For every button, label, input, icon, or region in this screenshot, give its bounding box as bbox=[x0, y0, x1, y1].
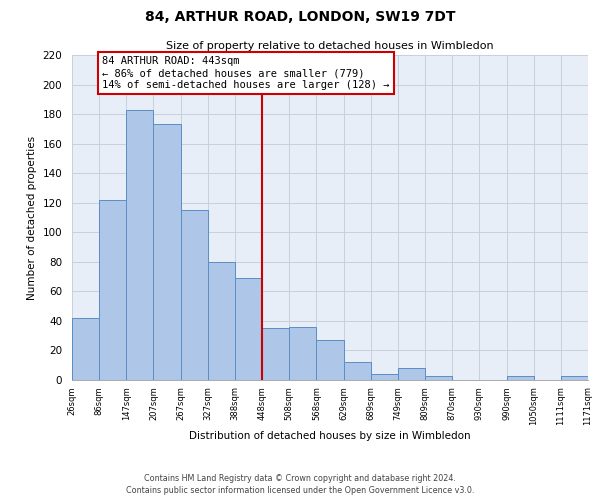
Bar bbox=[127, 110, 154, 380]
Bar bbox=[316, 340, 344, 380]
Bar bbox=[425, 376, 452, 380]
Text: Contains HM Land Registry data © Crown copyright and database right 2024.
Contai: Contains HM Land Registry data © Crown c… bbox=[126, 474, 474, 495]
Bar bbox=[99, 200, 127, 380]
Bar bbox=[371, 374, 398, 380]
Bar bbox=[506, 376, 533, 380]
Bar bbox=[235, 278, 262, 380]
Bar bbox=[208, 262, 235, 380]
Bar bbox=[154, 124, 181, 380]
Bar bbox=[398, 368, 425, 380]
X-axis label: Distribution of detached houses by size in Wimbledon: Distribution of detached houses by size … bbox=[189, 431, 471, 441]
Bar bbox=[72, 318, 99, 380]
Bar bbox=[181, 210, 208, 380]
Bar bbox=[289, 327, 316, 380]
Bar bbox=[262, 328, 289, 380]
Y-axis label: Number of detached properties: Number of detached properties bbox=[27, 136, 37, 300]
Title: Size of property relative to detached houses in Wimbledon: Size of property relative to detached ho… bbox=[166, 42, 494, 51]
Bar bbox=[561, 376, 588, 380]
Text: 84 ARTHUR ROAD: 443sqm
← 86% of detached houses are smaller (779)
14% of semi-de: 84 ARTHUR ROAD: 443sqm ← 86% of detached… bbox=[102, 56, 389, 90]
Bar bbox=[344, 362, 371, 380]
Text: 84, ARTHUR ROAD, LONDON, SW19 7DT: 84, ARTHUR ROAD, LONDON, SW19 7DT bbox=[145, 10, 455, 24]
